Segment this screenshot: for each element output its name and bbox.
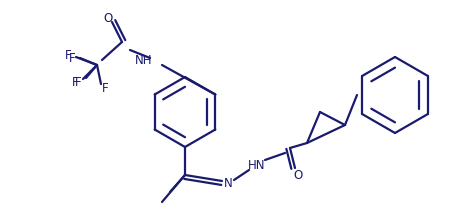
Text: NH: NH [135, 53, 152, 66]
Text: F: F [102, 82, 108, 94]
Text: F: F [69, 51, 75, 65]
Text: HN: HN [248, 158, 266, 172]
Text: O: O [103, 12, 112, 24]
Text: F: F [75, 75, 81, 89]
Text: O: O [293, 169, 302, 182]
Text: F: F [65, 48, 71, 61]
Text: F: F [72, 75, 78, 89]
Text: N: N [224, 177, 232, 189]
